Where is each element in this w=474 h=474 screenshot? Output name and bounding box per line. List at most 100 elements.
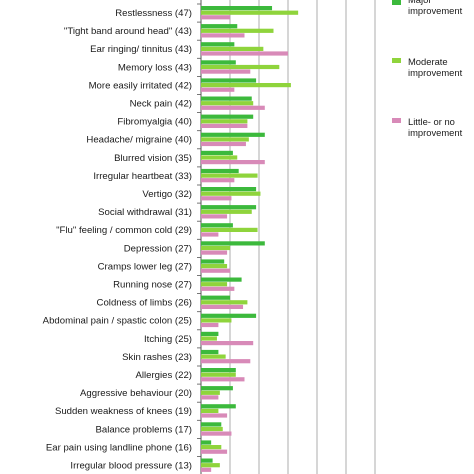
bar-series-1 [201,60,236,65]
bar-series-3 [201,250,228,255]
bar-series-3 [201,15,230,20]
category-label: Blurred vision (35) [114,153,192,164]
bar-series-1 [201,386,233,391]
bar-series-2 [201,28,274,33]
bar-series-1 [201,223,233,228]
bar-series-1 [201,6,273,11]
category-label: Running nose (27) [113,280,192,291]
bar-series-3 [201,322,219,328]
bar-series-1 [201,168,239,174]
bar-series-2 [201,372,236,377]
bar-series-2 [201,46,264,51]
bar-series-3 [201,105,265,110]
category-label: Ear ringing/ tinnitus (43) [90,44,192,55]
bar-series-1 [201,368,236,373]
category-label: Aggressive behaviour (20) [80,388,192,399]
bar-series-2 [201,336,217,341]
bar-series-2 [201,137,249,142]
bar-series-2 [201,227,258,232]
category-label: Balance problems (17) [95,424,192,435]
category-label: Fibromyalgia (40) [117,117,192,128]
bar-series-1 [201,78,257,83]
bar-series-3 [201,196,232,201]
bar-series-3 [201,377,245,382]
bar-series-2 [201,119,248,124]
bar-series-2 [201,101,254,106]
bar-series-3 [201,304,244,309]
category-label: Ear pain using landline phone (16) [46,442,192,453]
bar-series-3 [201,359,251,364]
bar-series-2 [201,245,230,251]
bar-series-1 [201,114,254,119]
bar-series-3 [201,467,212,472]
category-label: Restlessness (47) [115,8,192,19]
bar-series-1 [201,295,230,300]
bar-series-2 [201,83,291,88]
bar-series-3 [201,413,228,418]
bar-series-2 [201,282,228,287]
bar-series-2 [201,209,252,214]
bar-series-2 [201,10,299,15]
legend-swatch-moderate [392,58,401,63]
legend-label-little: Little- or no improvement [408,116,463,138]
category-labels: Restlessness (47) "Tight band around head… [43,8,192,472]
bar-series-3 [201,33,245,38]
bar-series-2 [201,354,226,359]
bar-series-3 [201,51,288,56]
category-label: Skin rashes (23) [122,352,192,363]
bar-series-3 [201,141,246,147]
bar-series-2 [201,173,258,178]
bar-series-1 [201,24,238,29]
bar-series-3 [201,87,235,92]
category-label: Headache/ migraine (40) [86,135,192,146]
bar-series-1 [201,331,219,336]
bar-series-3 [201,268,230,273]
bar-series-2 [201,408,219,413]
bar-series-1 [201,422,222,427]
category-label: Vertigo (32) [142,189,192,200]
bar-series-3 [201,431,232,436]
category-label: Itching (25) [144,334,192,345]
category-label: Irregular heartbeat (33) [93,171,192,182]
bar-series-1 [201,458,213,463]
bar-series-2 [201,300,248,305]
bar-series-3 [201,449,228,454]
category-label: More easily irritated (42) [89,80,192,91]
bar-series-1 [201,132,265,137]
category-label: Cramps lower leg (27) [98,261,192,272]
category-label: Coldness of limbs (26) [97,298,192,309]
bar-series-2 [201,390,220,395]
category-label: Neck pain (42) [130,99,192,110]
bar-series-2 [201,264,228,269]
legend-label-moderate: Moderate improvement [408,56,463,78]
bar-series-2 [201,155,238,160]
legend-label-major: Major improvement [408,0,463,16]
category-label: "Tight band around head" (43) [64,26,192,37]
bar-series-1 [201,241,265,246]
bars [201,6,299,472]
bar-series-3 [201,286,235,291]
bar-series-1 [201,259,225,264]
bar-series-3 [201,69,251,74]
category-label: Social withdrawal (31) [98,207,192,218]
category-label: Abdominal pain / spastic colon (25) [43,316,192,327]
bar-series-2 [201,318,232,323]
bar-series-3 [201,232,219,237]
category-label: Allergies (22) [135,370,192,381]
bar-series-3 [201,123,248,128]
bar-series-1 [201,187,257,192]
bar-series-1 [201,313,257,318]
bar-series-1 [201,205,257,210]
bar-series-2 [201,426,223,432]
bar-series-1 [201,150,233,155]
bar-series-1 [201,404,236,409]
bar-series-3 [201,160,265,165]
bar-series-1 [201,277,242,282]
bar-series-2 [201,445,222,450]
legend-swatch-major [392,0,401,5]
grid [197,0,376,474]
bar-series-1 [201,42,235,47]
category-label: "Flu" feeling / common cold (29) [56,225,192,236]
category-label: Irregular blood pressure (13) [70,461,192,472]
